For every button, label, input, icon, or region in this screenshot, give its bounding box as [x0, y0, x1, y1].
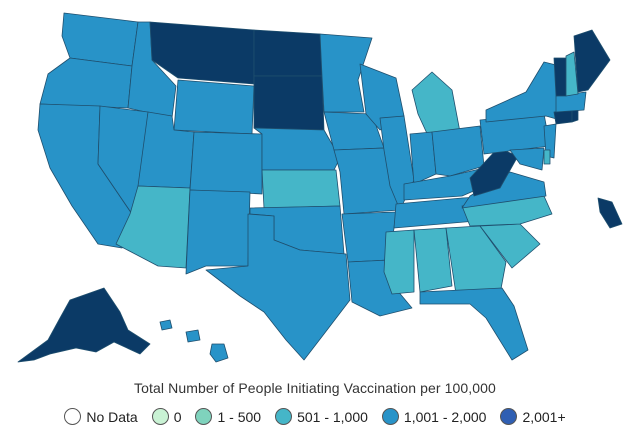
- state-vt[interactable]: [553, 57, 567, 97]
- state-nh[interactable]: [565, 51, 579, 97]
- state-hi[interactable]: [159, 319, 229, 363]
- state-ga[interactable]: [445, 225, 507, 295]
- legend-swatch-zero: [151, 408, 169, 425]
- state-pr[interactable]: [597, 197, 623, 229]
- state-ks[interactable]: [261, 169, 341, 209]
- legend-item-1001-2000[interactable]: 1,001 - 2,000: [381, 408, 487, 425]
- state-ak[interactable]: [17, 287, 151, 363]
- state-nd[interactable]: [253, 29, 323, 77]
- legend-label-1-500: 1 - 500: [217, 408, 262, 425]
- legend-swatch-no-data: [64, 408, 82, 425]
- legend-label-no-data: No Data: [86, 408, 138, 425]
- legend-item-zero[interactable]: 0: [151, 408, 182, 425]
- legend-item-1-500[interactable]: 1 - 500: [195, 408, 261, 425]
- legend: No Data 0 1 - 500 501 - 1,000 1,001 - 2,…: [0, 408, 630, 425]
- state-mt[interactable]: [149, 21, 255, 85]
- state-sd[interactable]: [253, 75, 325, 131]
- legend-label-zero: 0: [173, 408, 182, 425]
- state-al[interactable]: [413, 227, 453, 293]
- state-me[interactable]: [573, 29, 611, 93]
- state-ny[interactable]: [485, 61, 561, 123]
- state-tx[interactable]: [205, 213, 351, 361]
- state-md[interactable]: [509, 147, 545, 171]
- map-title: Total Number of People Initiating Vaccin…: [134, 380, 496, 396]
- state-nm[interactable]: [185, 189, 251, 275]
- state-co[interactable]: [189, 131, 263, 195]
- legend-label-2001-plus: 2,001+: [522, 408, 566, 425]
- state-fl[interactable]: [419, 287, 529, 361]
- legend-swatch-2001-plus: [500, 408, 518, 425]
- us-choropleth-map: [17, 12, 623, 363]
- state-mn[interactable]: [319, 33, 373, 113]
- state-oh[interactable]: [431, 125, 485, 177]
- legend-item-2001-plus[interactable]: 2,001+: [500, 408, 566, 425]
- legend-label-1001-2000: 1,001 - 2,000: [403, 408, 487, 425]
- legend-swatch-1001-2000: [381, 408, 399, 425]
- legend-swatch-501-1000: [275, 408, 293, 425]
- state-de[interactable]: [543, 149, 551, 165]
- state-nj[interactable]: [543, 123, 557, 159]
- legend-swatch-1-500: [195, 408, 213, 425]
- legend-label-501-1000: 501 - 1,000: [297, 408, 368, 425]
- state-wy[interactable]: [173, 79, 255, 135]
- state-ne[interactable]: [253, 127, 341, 171]
- state-or[interactable]: [39, 57, 133, 109]
- state-ri[interactable]: [571, 109, 579, 123]
- legend-item-501-1000[interactable]: 501 - 1,000: [275, 408, 368, 425]
- state-in[interactable]: [409, 131, 437, 185]
- legend-item-no-data[interactable]: No Data: [64, 408, 138, 425]
- state-ms[interactable]: [383, 229, 415, 295]
